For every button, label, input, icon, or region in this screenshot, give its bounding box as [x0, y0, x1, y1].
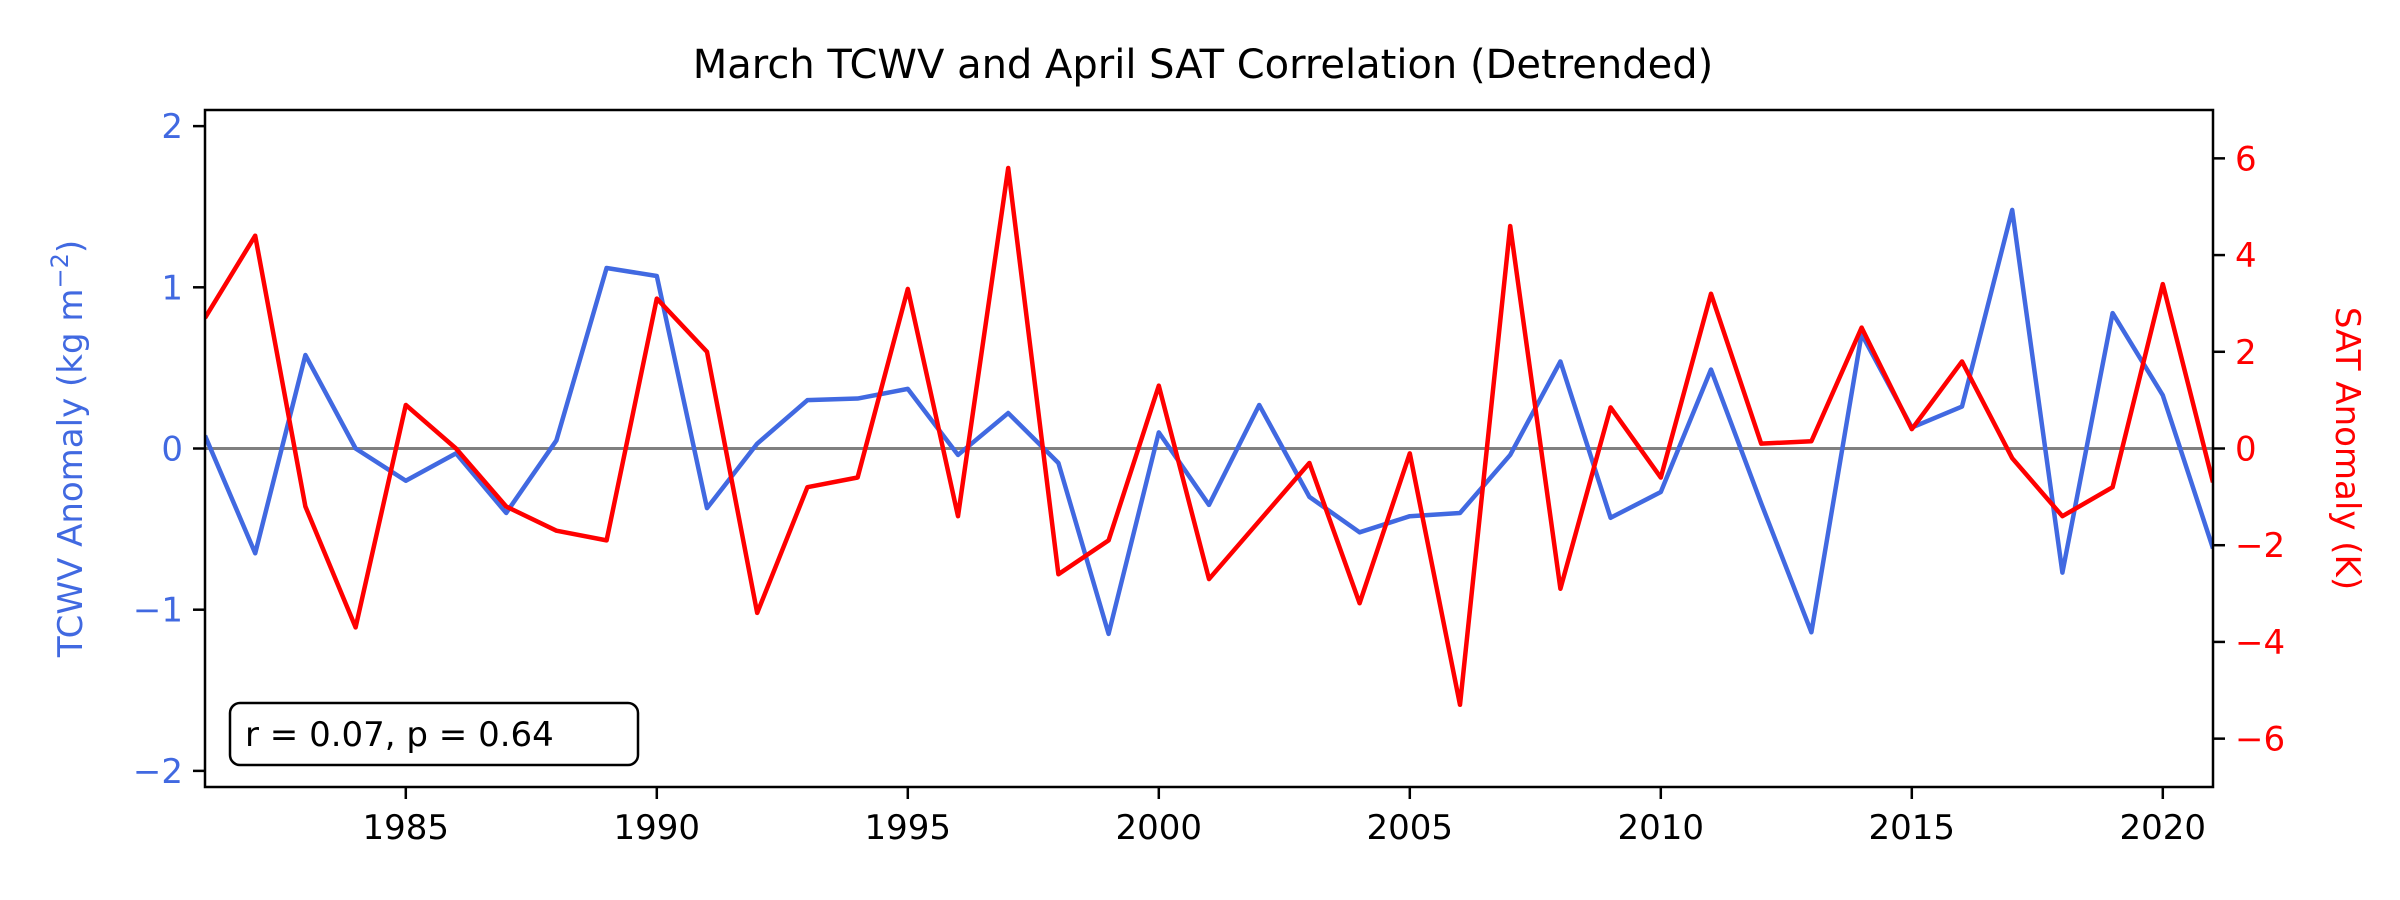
plot-area — [203, 108, 2215, 789]
right-tick-label: 2 — [2235, 333, 2257, 373]
annotation-text: r = 0.07, p = 0.64 — [245, 715, 554, 755]
x-tick-label: 2000 — [1116, 808, 1203, 848]
sat-series-line — [205, 165, 2213, 708]
right-tick-label: −2 — [2235, 526, 2285, 566]
right-tick-label: 4 — [2235, 236, 2257, 276]
left-tick-label: 0 — [161, 430, 183, 470]
chart-title: March TCWV and April SAT Correlation (De… — [693, 42, 1713, 88]
annotation-box — [228, 701, 640, 767]
left-tick-label: 1 — [161, 268, 183, 308]
x-axis: 1985 1990 1995 2000 2005 2010 2015 2020 — [363, 787, 2207, 848]
correlation-annotation: r = 0.07, p = 0.64 — [228, 701, 640, 767]
x-tick-label: 2020 — [2120, 808, 2207, 848]
right-axis-label: SAT Anomaly (K) — [2327, 307, 2367, 590]
left-axis-label: TCWV Anomaly (kg m−2) — [46, 240, 91, 658]
left-tick-label: −1 — [133, 591, 183, 631]
right-tick-label: 0 — [2235, 430, 2257, 470]
x-tick-label: 2005 — [1367, 808, 1454, 848]
right-tick-label: −6 — [2235, 720, 2285, 760]
x-tick-label: 1995 — [865, 808, 952, 848]
right-tick-label: 6 — [2235, 139, 2257, 179]
x-tick-label: 2010 — [1618, 808, 1705, 848]
right-y-axis: 6 4 2 0 −2 −4 −6 SAT Anomaly (K) — [2213, 139, 2367, 760]
x-tick-label: 1985 — [363, 808, 450, 848]
x-tick-label: 1990 — [614, 808, 701, 848]
x-tick-label: 2015 — [1869, 808, 1956, 848]
series-group — [205, 165, 2213, 708]
left-tick-label: 2 — [161, 107, 183, 147]
right-tick-label: −4 — [2235, 623, 2285, 663]
left-y-axis: 2 1 0 −1 −2 TCWV Anomaly (kg m−2) — [46, 107, 205, 792]
left-tick-label: −2 — [133, 752, 183, 792]
